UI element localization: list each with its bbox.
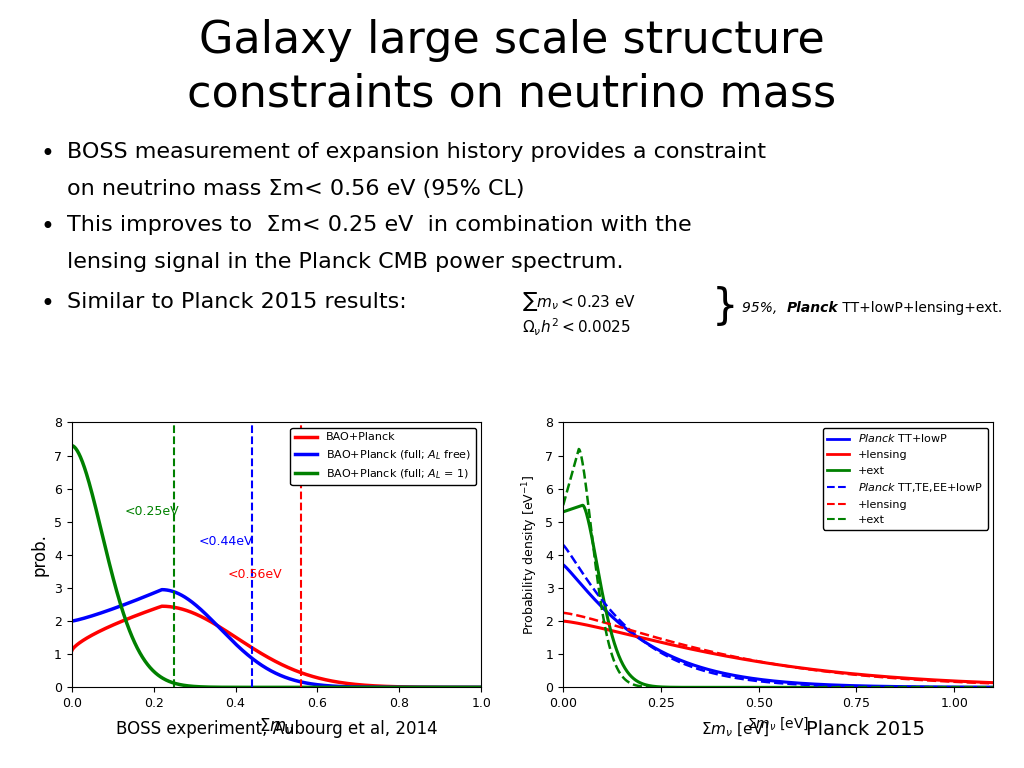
Text: Galaxy large scale structure: Galaxy large scale structure — [199, 19, 825, 62]
Text: 95%,: 95%, — [742, 301, 782, 315]
Text: $\Omega_\nu h^2 < 0.0025$: $\Omega_\nu h^2 < 0.0025$ — [522, 316, 631, 338]
Text: TT+lowP+lensing+ext.: TT+lowP+lensing+ext. — [838, 301, 1001, 315]
Legend: BAO+Planck, BAO+Planck (full; $A_L$ free), BAO+Planck (full; $A_L$ = 1): BAO+Planck, BAO+Planck (full; $A_L$ free… — [291, 428, 476, 485]
X-axis label: $\Sigma m_\nu$: $\Sigma m_\nu$ — [259, 716, 294, 736]
Text: on neutrino mass Σm< 0.56 eV (95% CL): on neutrino mass Σm< 0.56 eV (95% CL) — [67, 179, 524, 199]
Y-axis label: Probability density [eV$^{-1}$]: Probability density [eV$^{-1}$] — [520, 475, 540, 635]
Legend: $\mathit{Planck}$ TT+lowP, +lensing, +ext, $\mathit{Planck}$ TT,TE,EE+lowP, +len: $\mathit{Planck}$ TT+lowP, +lensing, +ex… — [822, 428, 988, 530]
Text: Similar to Planck 2015 results:: Similar to Planck 2015 results: — [67, 292, 407, 312]
Text: <0.25eV: <0.25eV — [125, 505, 179, 518]
Text: Planck 2015: Planck 2015 — [806, 720, 925, 740]
Text: This improves to  Σm< 0.25 eV  in combination with the: This improves to Σm< 0.25 eV in combinat… — [67, 215, 691, 235]
Text: •: • — [41, 215, 55, 239]
Text: BOSS experiment, Aubourg et al, 2014: BOSS experiment, Aubourg et al, 2014 — [116, 720, 437, 738]
X-axis label: $\Sigma m_\nu$ [eV]: $\Sigma m_\nu$ [eV] — [748, 716, 809, 733]
Text: }: } — [712, 286, 738, 328]
Text: <0.44eV: <0.44eV — [199, 535, 253, 548]
Text: $\Sigma m_\nu$ [eV]: $\Sigma m_\nu$ [eV] — [701, 720, 770, 739]
Text: $\sum m_\nu < 0.23\ \mathrm{eV}$: $\sum m_\nu < 0.23\ \mathrm{eV}$ — [522, 290, 637, 313]
Text: Planck: Planck — [786, 301, 838, 315]
Text: BOSS measurement of expansion history provides a constraint: BOSS measurement of expansion history pr… — [67, 142, 766, 162]
Text: <0.56eV: <0.56eV — [227, 568, 282, 581]
Text: lensing signal in the Planck CMB power spectrum.: lensing signal in the Planck CMB power s… — [67, 252, 623, 272]
Y-axis label: prob.: prob. — [31, 534, 48, 576]
Text: constraints on neutrino mass: constraints on neutrino mass — [187, 73, 837, 116]
Text: •: • — [41, 142, 55, 166]
Text: •: • — [41, 292, 55, 316]
